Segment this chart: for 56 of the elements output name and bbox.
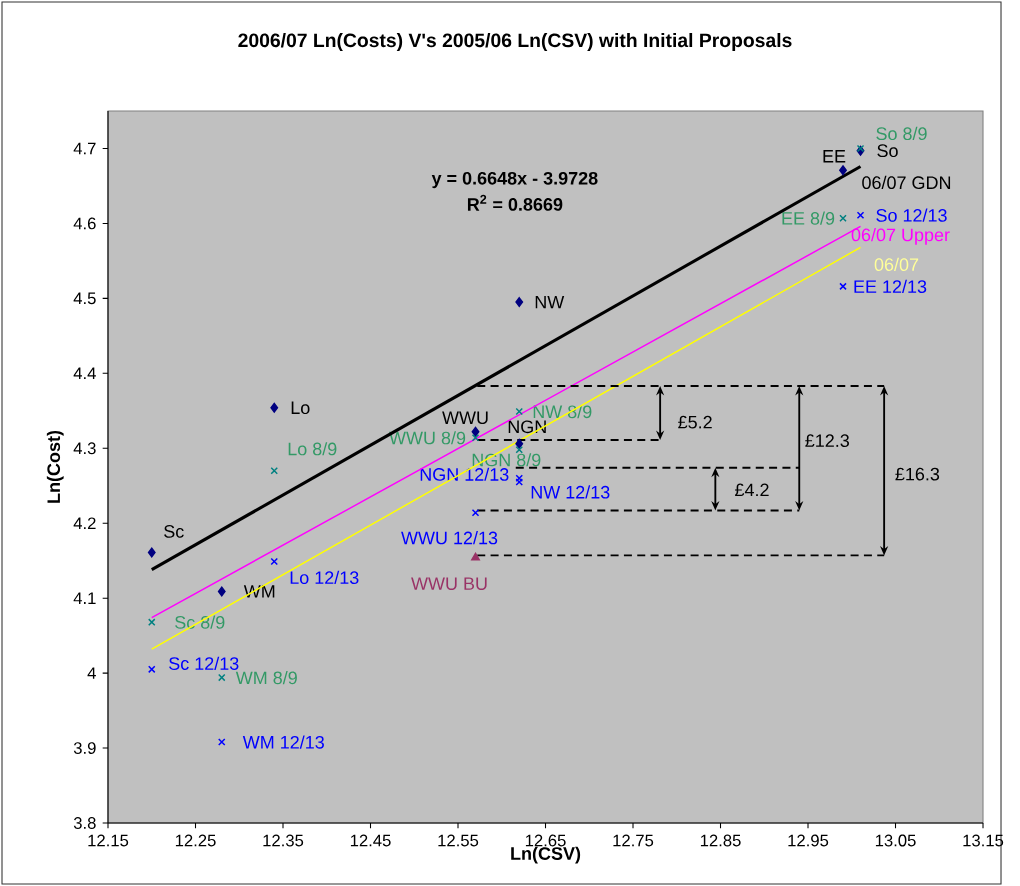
data-label: EE 12/13 <box>854 279 927 293</box>
x-tick-label: 13.05 <box>875 834 916 847</box>
x-tick-label: 12.75 <box>613 834 654 847</box>
x-tick-label: 13.15 <box>963 834 1004 847</box>
x-tick-label: 12.65 <box>525 834 566 847</box>
data-label: WWU BU <box>411 577 487 590</box>
x-tick-label: 12.25 <box>175 834 216 847</box>
x-tick-label: 12.95 <box>788 834 829 847</box>
data-label: Lo 12/13 <box>290 570 359 585</box>
x-tick-label: 12.15 <box>88 834 129 847</box>
data-label: NW 8/9 <box>533 404 592 419</box>
series-label: 06/07 <box>874 257 919 271</box>
y-tick-label: 4.5 <box>73 292 96 305</box>
data-label: Sc <box>164 525 184 538</box>
y-tick-label: 4.2 <box>73 517 96 530</box>
y-tick-label: 4.3 <box>73 442 96 455</box>
data-label: NW <box>535 295 565 309</box>
series-label: 06/07 GDN <box>862 175 951 190</box>
annotation: £12.3 <box>805 434 849 448</box>
data-label: Lo <box>291 401 310 415</box>
chart-title: 2006/07 Ln(Costs) V's 2005/06 Ln(CSV) with Initial Proposals <box>238 32 792 52</box>
data-label: NW 12/13 <box>531 485 610 499</box>
x-tick-label: 12.35 <box>263 834 304 847</box>
annotation: £4.2 <box>734 483 769 497</box>
y-tick-label: 4.4 <box>73 367 96 380</box>
data-label: Sc 12/13 <box>169 656 239 670</box>
text: R$^{2}$ = 0.8669 <box>467 194 563 211</box>
y-tick-label: 4.6 <box>73 217 96 230</box>
data-label: WM 8/9 <box>235 670 297 685</box>
y-tick-label: 4 <box>87 667 96 679</box>
y-axis-title: Ln(Cost) <box>46 430 64 503</box>
annotation: y = 0.6648x - 3.9728 <box>431 171 598 189</box>
y-tick-label: 3.9 <box>73 742 96 754</box>
data-label: Lo 8/9 <box>288 442 337 456</box>
x-tick-label: 12.45 <box>350 834 391 847</box>
data-label: WWU 12/13 <box>401 531 498 545</box>
data-label: NGN 12/13 <box>420 467 509 481</box>
data-label: EE 8/9 <box>782 211 835 225</box>
series-label: 06/07 Upper <box>851 228 950 245</box>
data-label: WWU 8/9 <box>389 431 466 445</box>
y-tick-label: 3.8 <box>73 817 96 829</box>
data-label: NGN <box>508 420 546 434</box>
annotation: £5.2 <box>678 415 712 429</box>
data-label: So 8/9 <box>876 126 927 141</box>
data-label: EE <box>823 150 846 163</box>
data-label: Sc 8/9 <box>175 615 225 629</box>
annotation: £16.3 <box>895 467 940 481</box>
y-tick-label: 4.7 <box>73 142 96 155</box>
x-tick-label: 12.85 <box>700 834 741 847</box>
y-tick-label: 4.1 <box>73 592 96 604</box>
x-tick-label: 12.55 <box>438 834 479 847</box>
data-label: So 12/13 <box>876 208 947 222</box>
data-label: WWU <box>442 411 488 425</box>
x-axis-title: Ln(CSV) <box>511 846 581 864</box>
data-label: So <box>877 144 898 158</box>
data-label: WM 12/13 <box>242 735 324 749</box>
